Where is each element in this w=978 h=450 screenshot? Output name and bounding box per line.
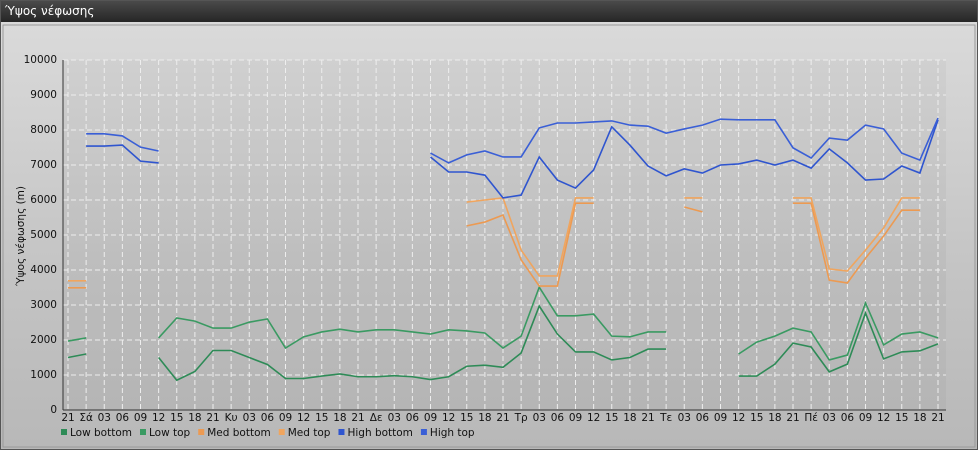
x-tick-label: 09	[424, 412, 437, 424]
legend-label: Med top	[288, 427, 331, 439]
x-tick-label: 06	[551, 412, 565, 424]
x-tick-label: 21	[786, 412, 799, 424]
x-tick-label: 09	[134, 412, 147, 424]
x-tick-label: 18	[333, 412, 346, 424]
x-tick-label: 09	[279, 412, 292, 424]
x-tick-label: Σά	[79, 412, 93, 424]
y-tick-label: 4000	[30, 264, 57, 276]
legend-swatch	[420, 429, 427, 435]
x-tick-label: 03	[98, 412, 111, 424]
x-tick-label: Πέ	[804, 412, 818, 424]
x-tick-label: 15	[895, 412, 908, 424]
x-tick-label: 15	[170, 412, 183, 424]
x-tick-label: 18	[623, 412, 636, 424]
title-bar: Ύψος νέφωσης	[1, 1, 977, 22]
x-tick-label: 15	[315, 412, 328, 424]
y-tick-label: 1000	[30, 369, 57, 381]
x-tick-label: 03	[243, 412, 256, 424]
y-tick-label: 7000	[30, 159, 57, 171]
x-tick-label: 06	[406, 412, 420, 424]
x-tick-label: 15	[750, 412, 763, 424]
legend-label: Low bottom	[70, 427, 132, 439]
x-tick-label: 09	[569, 412, 582, 424]
x-tick-label: 21	[496, 412, 509, 424]
series-line	[86, 133, 159, 152]
x-tick-label: 03	[388, 412, 401, 424]
legend-label: Low top	[149, 427, 191, 439]
legend-label: Med bottom	[207, 427, 271, 439]
x-tick-label: 06	[696, 412, 710, 424]
y-tick-label: 6000	[30, 194, 57, 206]
x-tick-label: 21	[206, 412, 219, 424]
series-line	[429, 119, 939, 199]
x-tick-label: 21	[931, 412, 944, 424]
series-line	[157, 304, 667, 382]
x-tick-label: 21	[351, 412, 364, 424]
series-line	[684, 206, 703, 213]
x-tick-label: 12	[442, 412, 455, 424]
x-tick-label: 21	[61, 412, 74, 424]
legend-swatch	[338, 429, 345, 435]
x-tick-label: Κυ	[225, 412, 238, 424]
x-tick-label: 12	[152, 412, 165, 424]
x-tick-label: 09	[714, 412, 727, 424]
x-tick-label: 15	[460, 412, 473, 424]
legend-swatch	[61, 429, 67, 435]
x-tick-label: 15	[605, 412, 618, 424]
x-tick-label: 03	[533, 412, 546, 424]
x-tick-label: 18	[768, 412, 781, 424]
legend-label: High top	[430, 427, 475, 439]
y-axis-label: Ύψος νέφωσης (m)	[15, 186, 27, 287]
x-tick-label: 03	[678, 412, 691, 424]
x-tick-label: 06	[116, 412, 130, 424]
x-tick-label: 09	[859, 412, 872, 424]
series-line	[738, 300, 939, 361]
y-tick-label: 2000	[30, 334, 57, 346]
x-tick-label: Τρ	[514, 412, 528, 424]
series-line	[466, 197, 594, 277]
series-line	[67, 337, 87, 342]
series-line	[430, 117, 939, 164]
y-tick-label: 3000	[30, 299, 57, 311]
x-tick-label: 06	[841, 412, 855, 424]
series-line	[86, 144, 159, 164]
x-tick-label: 18	[188, 412, 201, 424]
x-tick-label: Τε	[659, 412, 672, 424]
x-tick-label: 12	[877, 412, 890, 424]
x-tick-label: 03	[823, 412, 836, 424]
y-tick-label: 5000	[30, 229, 57, 241]
chart-frame	[2, 24, 976, 448]
y-tick-label: 9000	[30, 89, 57, 101]
legend-swatch	[198, 429, 205, 435]
series-line	[158, 285, 667, 350]
legend-label: High bottom	[347, 427, 412, 439]
series-line	[466, 202, 594, 287]
y-tick-label: 10000	[24, 54, 57, 66]
x-tick-label: 12	[732, 412, 745, 424]
series-line	[67, 353, 87, 359]
series-line	[793, 197, 920, 272]
x-tick-label: Δε	[370, 412, 383, 424]
series-line	[793, 202, 920, 284]
x-tick-label: 18	[478, 412, 491, 424]
y-tick-label: 8000	[30, 124, 57, 136]
x-tick-label: 12	[587, 412, 600, 424]
x-tick-label: 06	[261, 412, 275, 424]
legend-swatch	[140, 429, 146, 435]
legend-swatch	[278, 429, 285, 435]
y-tick-label: 0	[50, 404, 57, 416]
x-tick-label: 18	[913, 412, 926, 424]
series-line	[738, 310, 939, 377]
x-tick-label: 21	[641, 412, 654, 424]
x-tick-label: 12	[297, 412, 310, 424]
